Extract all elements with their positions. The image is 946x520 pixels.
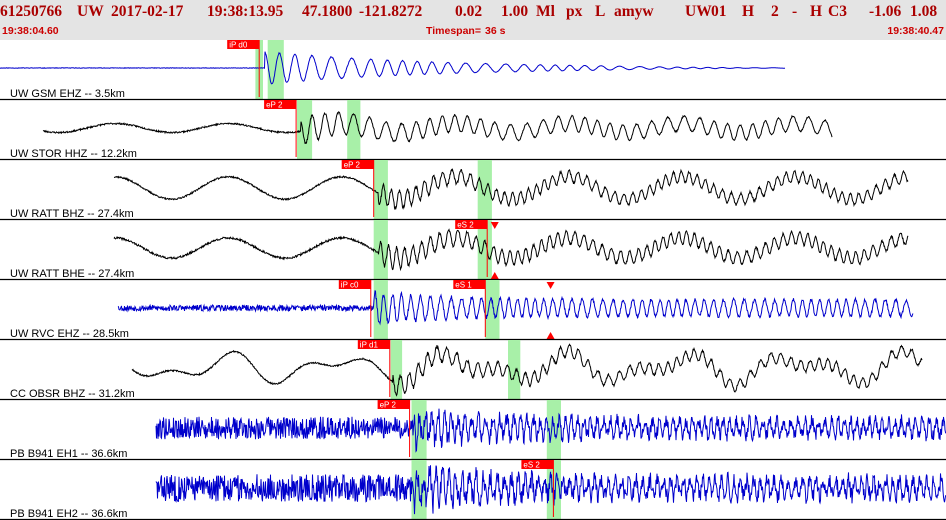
- event-summary-field: 0.02: [455, 3, 483, 20]
- pick-label: eP 2: [380, 401, 397, 410]
- event-summary-field: H: [810, 3, 823, 20]
- waveform-trace: [155, 465, 946, 515]
- pick-label-box[interactable]: [227, 40, 260, 49]
- waveform-trace: [0, 51, 786, 85]
- timespan-label: Timespan=: [426, 25, 481, 37]
- event-summary-field: 19:38:13.95: [207, 3, 284, 20]
- pick-window: [347, 100, 361, 160]
- amplitude-marker: [546, 332, 555, 339]
- event-summary-field: H: [742, 3, 755, 20]
- event-summary-line: 61250766 UW 2017-02-17 19:38:13.95 47.1800 -1…: [0, 3, 946, 22]
- channel-label: PB B941 EH2 -- 36.6km: [10, 508, 127, 520]
- pick-label-box[interactable]: [264, 100, 297, 109]
- channel-label: UW RATT BHE -- 27.4km: [10, 268, 134, 280]
- pick-label-box[interactable]: [357, 340, 390, 349]
- amplitude-marker: [490, 272, 499, 279]
- pick-label: eP 2: [344, 161, 361, 170]
- event-summary-field: 1.00: [501, 3, 529, 20]
- waveform-trace: [113, 167, 909, 210]
- event-summary-field: C3: [828, 3, 847, 20]
- event-summary-field: -: [792, 3, 798, 20]
- event-summary-field: 1.08: [910, 3, 938, 20]
- pick-label-box[interactable]: [341, 160, 374, 169]
- channel-label: UW GSM EHZ -- 3.5km: [10, 88, 125, 100]
- waveform-trace: [42, 111, 833, 145]
- waveform-trace: [117, 290, 914, 326]
- waveform-trace: [155, 408, 946, 453]
- pick-label: eS 2: [523, 461, 540, 470]
- channel-label: PB B941 EH1 -- 36.6km: [10, 448, 127, 460]
- event-summary-field: 61250766: [0, 3, 62, 20]
- waveform-trace: [131, 343, 923, 397]
- event-summary-field: Ml: [536, 3, 555, 20]
- pick-label: iP d1: [360, 341, 379, 350]
- event-header: 61250766 UW 2017-02-17 19:38:13.95 47.1800 -1…: [0, 0, 946, 40]
- event-summary-field: px: [566, 3, 583, 20]
- waveform-trace: [113, 228, 909, 272]
- pick-window: [477, 220, 492, 280]
- pick-window: [373, 220, 388, 280]
- pick-window: [485, 280, 500, 340]
- pick-window: [373, 160, 388, 220]
- event-summary-field: 47.1800: [302, 3, 353, 20]
- event-summary-field: 01: [711, 3, 727, 20]
- channel-label: CC OBSR BHZ -- 31.2km: [10, 388, 135, 400]
- event-summary-field: -1.06: [869, 3, 902, 20]
- pick-window: [477, 160, 492, 220]
- pick-label-box[interactable]: [455, 220, 488, 229]
- pick-window: [373, 280, 388, 340]
- timespan-value: 36 s: [485, 25, 506, 37]
- event-summary-field: L: [595, 3, 606, 20]
- channel-label: UW RATT BHZ -- 27.4km: [10, 208, 134, 220]
- start-time: 19:38:04.60: [2, 25, 59, 37]
- seismogram-panel[interactable]: iP d0 UW GSM EHZ -- 3.5km eP 2 UW STOR HHZ …: [0, 40, 946, 520]
- pick-label: eP 2: [266, 101, 283, 110]
- pick-label-box[interactable]: [453, 280, 486, 289]
- pick-window: [297, 100, 313, 160]
- event-summary-field: 2: [771, 3, 779, 20]
- pick-label-box[interactable]: [377, 400, 410, 409]
- pick-label: eS 1: [455, 281, 472, 290]
- event-summary-field: UW: [685, 3, 712, 20]
- channel-label: UW RVC EHZ -- 28.5km: [10, 328, 129, 340]
- event-summary-field: 2017-02-17: [111, 3, 184, 20]
- pick-window: [390, 340, 403, 400]
- pick-window: [508, 340, 521, 400]
- pick-window: [411, 400, 427, 460]
- channel-label: UW STOR HHZ -- 12.2km: [10, 148, 137, 160]
- pick-label: iP d0: [229, 41, 248, 50]
- pick-label: eS 2: [457, 221, 474, 230]
- event-summary-field: -121.8272: [359, 3, 423, 20]
- amplitude-marker: [490, 222, 499, 229]
- end-time: 19:38:40.47: [887, 25, 944, 37]
- pick-label-box[interactable]: [521, 460, 554, 469]
- event-summary-field: amyw: [614, 3, 654, 20]
- event-summary-field: UW: [77, 3, 104, 20]
- pick-label-box[interactable]: [338, 280, 371, 289]
- pick-label: iP c0: [341, 281, 359, 290]
- amplitude-marker: [546, 282, 555, 289]
